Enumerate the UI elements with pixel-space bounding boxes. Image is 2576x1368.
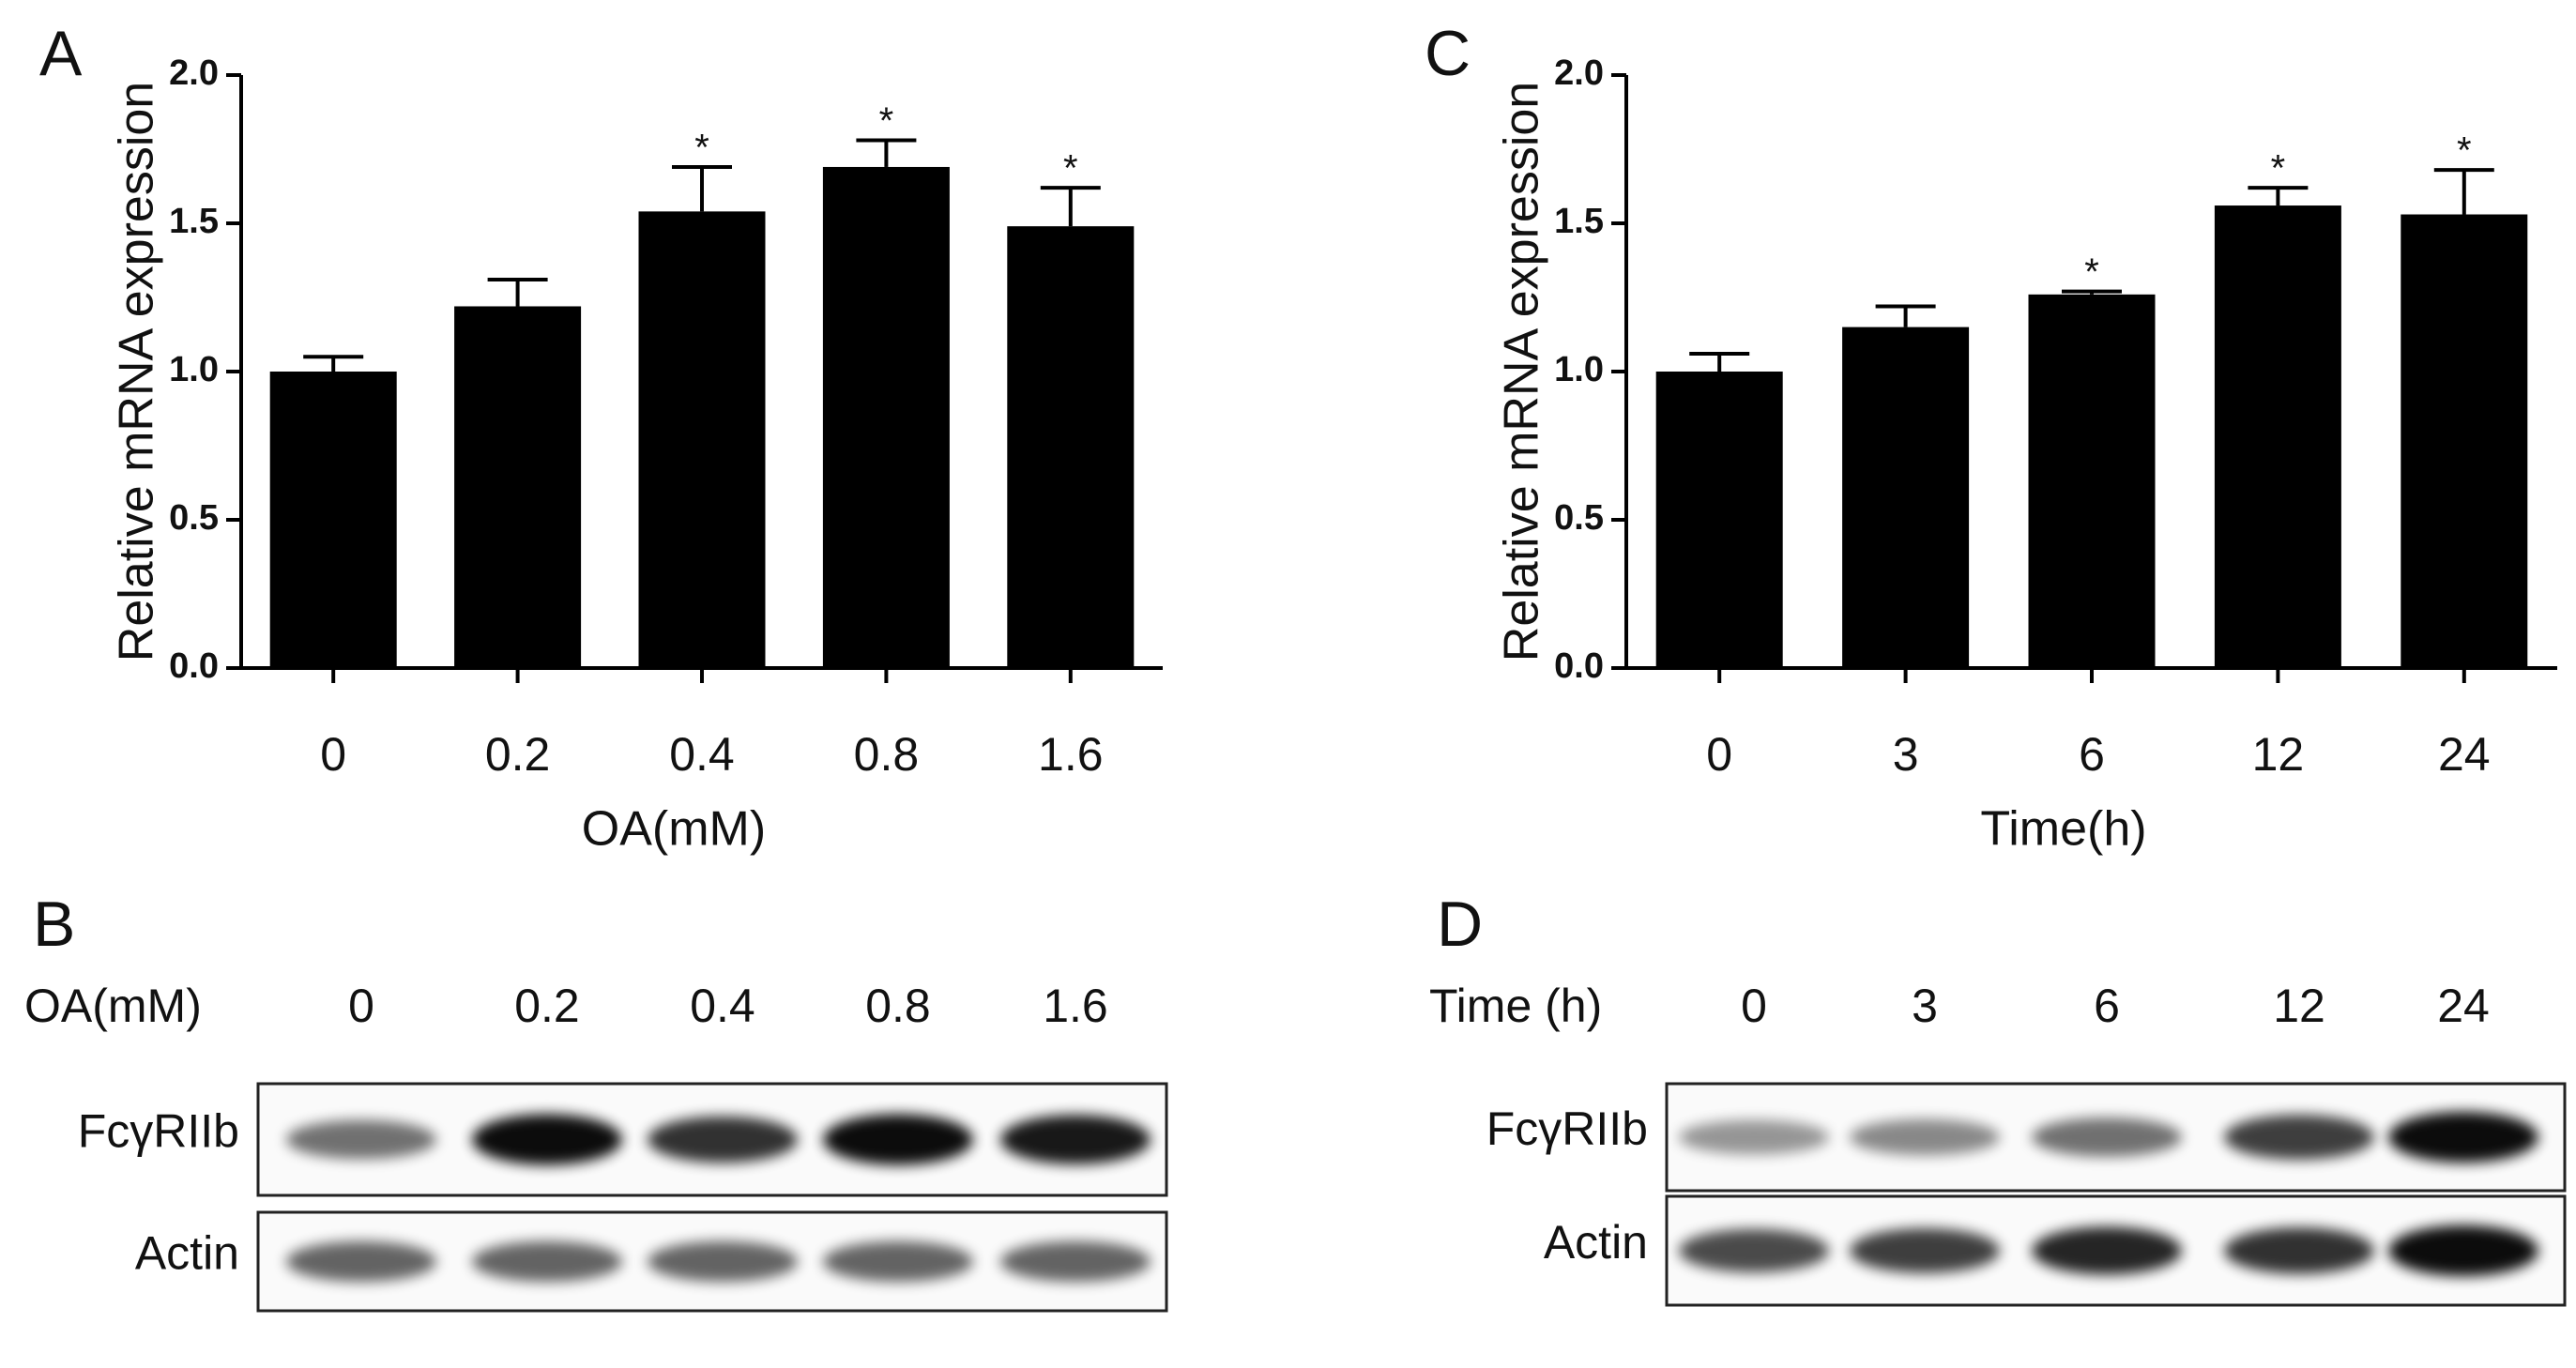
y-tick-label: 2.0 [169,53,219,93]
lane-label: 6 [2094,980,2120,1032]
blot-band [2032,1117,2182,1157]
x-tick-label: 1.6 [1038,728,1104,781]
blot-band [1679,1119,1829,1155]
lane-label: 24 [2437,980,2490,1032]
panel-label: A [39,18,83,89]
lane-label: 0.4 [690,980,755,1032]
bar [638,211,766,669]
row-label: FcγRIIb [1486,1102,1648,1155]
row-label: FcγRIIb [78,1105,239,1158]
significance-star: * [2271,148,2286,190]
significance-star: * [2457,130,2472,172]
y-tick-label: 1.0 [169,350,219,389]
lane-label: 0 [1741,980,1767,1032]
x-tick-label: 24 [2438,728,2491,781]
bar [822,166,950,668]
blot-band [472,1240,622,1283]
blot-header: OA(mM) [24,980,202,1032]
y-tick-label: 0.5 [1554,498,1604,538]
bar [2214,205,2341,669]
lane-label: 0 [348,980,374,1032]
lane-label: 1.6 [1043,980,1108,1032]
y-tick-label: 0.0 [1554,646,1604,686]
significance-star: * [1063,148,1078,190]
blot-band [472,1114,622,1165]
blot-band [286,1119,436,1160]
blot-header: Time (h) [1429,980,1602,1032]
blot-band [1000,1240,1151,1283]
x-tick-label: 3 [1893,728,1919,781]
blot-band [648,1116,798,1163]
panel-label: D [1437,889,1483,960]
bar [1842,327,1970,668]
bar [2028,294,2156,668]
blot-band [286,1240,436,1283]
lane-label: 0.8 [865,980,931,1032]
blot-band [2032,1226,2182,1275]
x-tick-label: 0 [320,728,346,781]
bar [269,372,397,668]
significance-star: * [2084,251,2099,293]
y-axis-label: Relative mRNA expression [1495,82,1549,661]
x-axis-label: Time(h) [1980,802,2146,857]
lane-label: 12 [2273,980,2325,1032]
x-tick-label: 12 [2252,728,2305,781]
x-tick-label: 0 [1706,728,1732,781]
y-tick-label: 1.5 [169,202,219,241]
blot-band [823,1240,973,1283]
significance-star: * [694,128,709,169]
y-tick-label: 2.0 [1554,53,1604,93]
x-tick-label: 6 [2079,728,2105,781]
blot-band [2224,1115,2374,1160]
blot-band [2388,1111,2538,1163]
blot-band [2388,1224,2538,1277]
y-axis-label: Relative mRNA expression [110,82,164,661]
y-tick-label: 1.5 [1554,202,1604,241]
blot-band [1850,1228,2000,1273]
lane-label: 3 [1912,980,1938,1032]
row-label: Actin [135,1227,239,1280]
panel-label: C [1425,18,1471,89]
blot-band [648,1240,798,1283]
y-tick-label: 1.0 [1554,350,1604,389]
x-tick-label: 0.4 [669,728,735,781]
significance-star: * [879,100,894,142]
x-axis-label: OA(mM) [582,802,766,857]
panel-label: B [33,889,75,960]
blot-band [1679,1228,1829,1273]
bar [454,306,582,668]
y-tick-label: 0.5 [169,498,219,538]
blot-band [823,1114,973,1165]
blot-band [1000,1115,1151,1164]
blot-band [2224,1227,2374,1274]
y-tick-label: 0.0 [169,646,219,686]
blot-band [1850,1118,2000,1156]
lane-label: 0.2 [514,980,580,1032]
row-label: Actin [1544,1216,1648,1269]
bar [1655,372,1783,668]
bar [1007,226,1135,668]
x-tick-label: 0.2 [485,728,551,781]
bar [2401,214,2528,668]
x-tick-label: 0.8 [854,728,920,781]
